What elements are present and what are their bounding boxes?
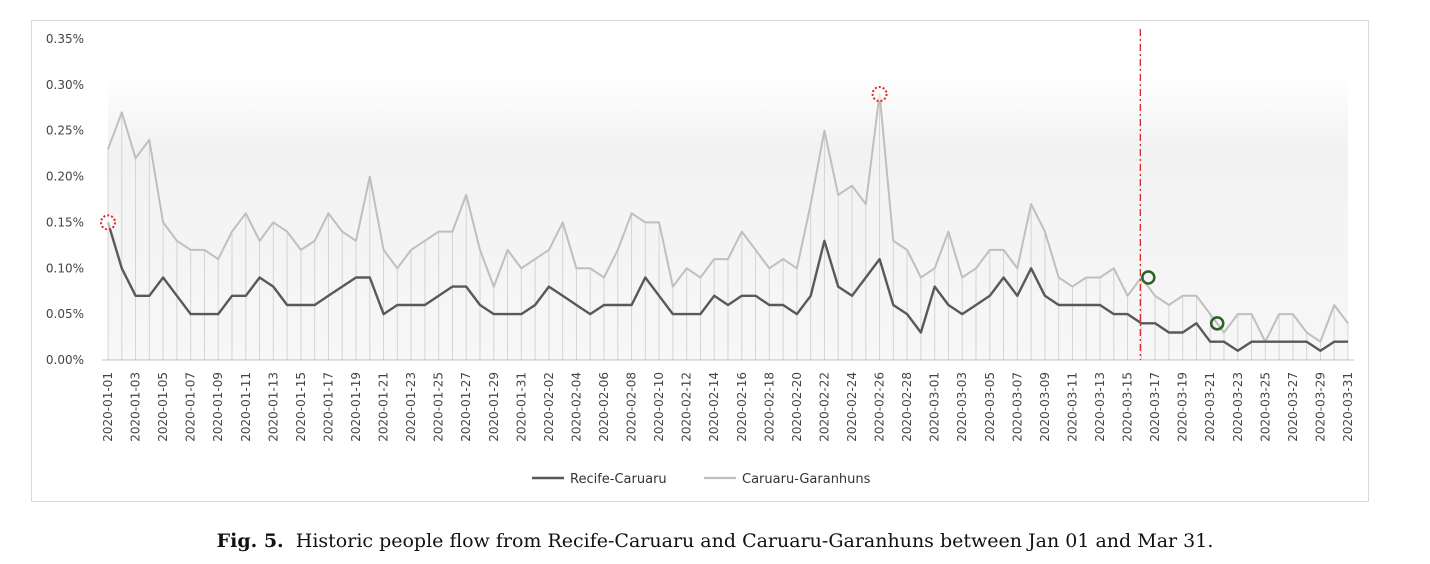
x-tick-label: 2020-02-12 [680,372,694,442]
x-tick-label: 2020-03-07 [1010,372,1024,442]
figure-caption: Fig. 5. Historic people flow from Recife… [0,530,1430,552]
x-tick-label: 2020-01-31 [514,372,528,442]
x-tick-label: 2020-03-19 [1176,372,1190,442]
x-tick-label: 2020-01-01 [101,372,115,442]
x-tick-label: 2020-02-04 [569,372,583,442]
legend-label: Recife-Caruaru [570,472,667,487]
x-tick-label: 2020-03-27 [1286,372,1300,442]
x-tick-label: 2020-03-23 [1231,372,1245,442]
x-tick-label: 2020-01-05 [156,372,170,442]
caption-label: Fig. 5. [216,530,284,552]
y-tick-label: 0.10% [46,261,84,275]
x-tick-label: 2020-03-29 [1313,372,1327,442]
x-tick-label: 2020-01-09 [211,372,225,442]
x-tick-label: 2020-02-20 [790,372,804,442]
x-tick-label: 2020-03-25 [1258,372,1272,442]
x-tick-label: 2020-01-07 [184,372,198,442]
x-tick-label: 2020-03-21 [1203,372,1217,442]
x-tick-label: 2020-02-10 [652,372,666,442]
x-tick-label: 2020-01-23 [404,372,418,442]
peak-highlight-circle [100,214,116,231]
y-tick-label: 0.30% [46,78,84,92]
x-tick-label: 2020-02-26 [873,372,887,442]
y-tick-label: 0.20% [46,170,84,184]
x-tick-label: 2020-01-27 [459,372,473,442]
x-tick-label: 2020-03-09 [1038,372,1052,442]
x-tick-label: 2020-03-15 [1121,372,1135,442]
x-tick-label: 2020-02-14 [707,372,721,442]
x-tick-label: 2020-02-08 [625,372,639,442]
y-tick-label: 0.05% [46,307,84,321]
x-tick-label: 2020-02-16 [735,372,749,442]
x-tick-label: 2020-02-22 [817,372,831,442]
x-tick-label: 2020-02-28 [900,372,914,442]
chart-frame: 0.00% 0.05% 0.10% 0.15% 0.20% 0.25% 0.30% 0.35%… [31,20,1369,502]
series-line-recife-caruaru [106,222,1348,352]
x-tick-label: 2020-03-13 [1093,372,1107,442]
legend-label: Caruaru-Garanhuns [742,472,871,487]
x-tick-label: 2020-01-03 [129,372,143,442]
x-tick-label: 2020-01-11 [239,372,253,442]
x-tick-label: 2020-01-15 [294,372,308,442]
x-tick-label: 2020-01-29 [487,372,501,442]
x-tick-label: 2020-03-01 [928,372,942,442]
caption-text: Historic people flow from Recife-Caruaru… [295,530,1214,552]
y-tick-label: 0.25% [46,124,84,138]
x-tick-label: 2020-02-02 [542,372,556,442]
peak-highlight-circle [871,86,888,103]
x-tick-label: 2020-03-03 [955,372,969,442]
drop-highlight-circle [1209,316,1225,331]
x-tick-label: 2020-01-19 [349,372,363,442]
x-tick-label: 2020-01-25 [432,372,446,442]
x-tick-label: 2020-03-17 [1148,372,1162,442]
y-tick-label: 0.15% [46,215,84,229]
y-tick-label: 0.35% [46,32,84,46]
x-tick-label: 2020-03-31 [1341,372,1355,442]
x-tick-label: 2020-02-06 [597,372,611,442]
drop-highlight-circle [1141,270,1156,285]
x-tick-label: 2020-02-24 [845,372,859,442]
x-tick-label: 2020-01-17 [321,372,335,442]
x-tick-label: 2020-01-13 [266,372,280,442]
x-tick-label: 2020-03-05 [983,372,997,442]
x-tick-label: 2020-01-21 [377,372,391,442]
y-tick-label: 0.00% [46,353,84,367]
line-chart: 0.00% 0.05% 0.10% 0.15% 0.20% 0.25% 0.30% 0.35%… [46,29,1355,487]
x-tick-label: 2020-02-18 [762,372,776,442]
x-tick-label: 2020-03-11 [1065,372,1079,442]
